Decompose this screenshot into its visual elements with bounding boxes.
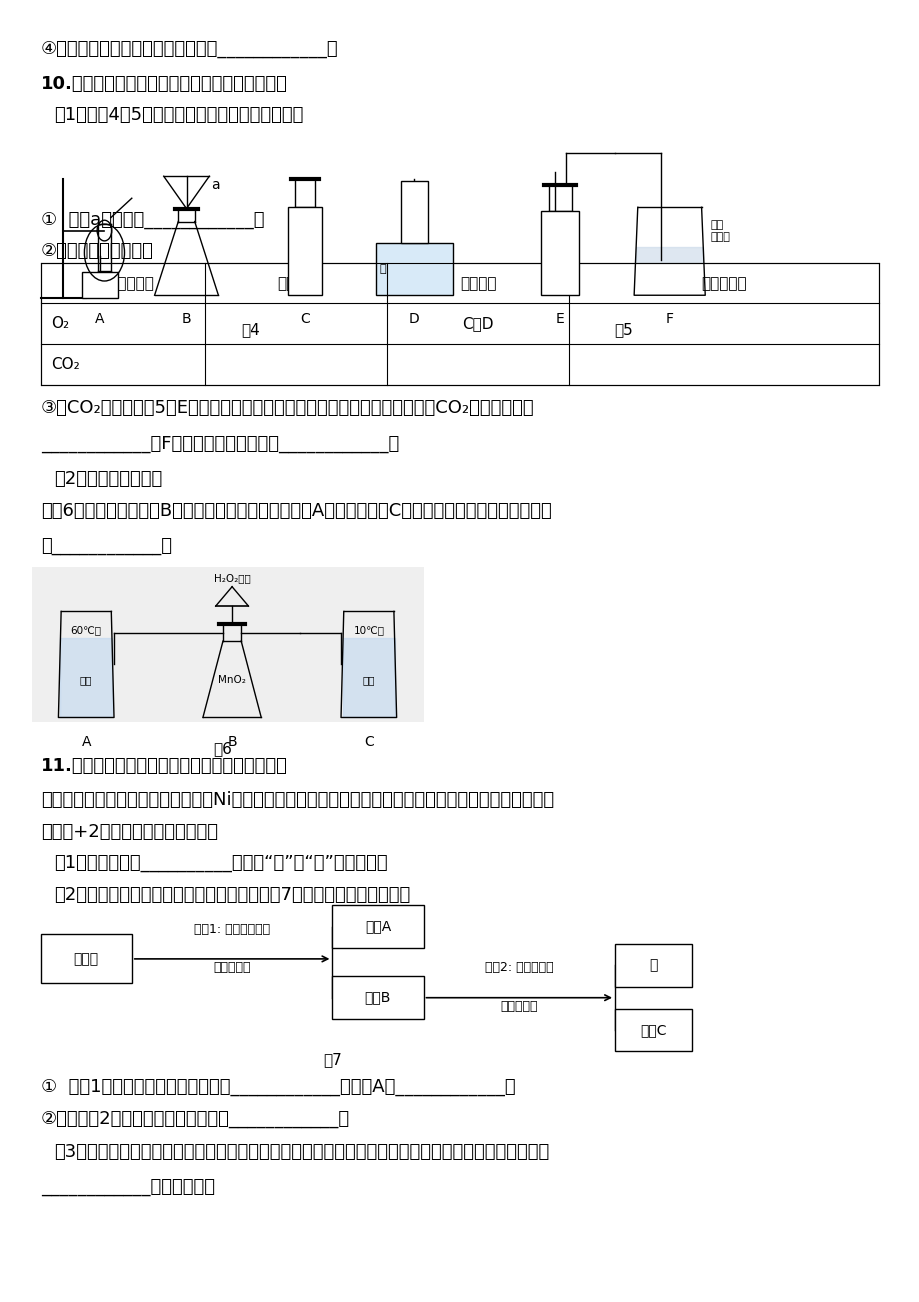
Bar <box>40 935 131 983</box>
Bar <box>332 905 423 948</box>
Text: （3）若要设计实验验证铁、镖、锥的金属活动性顺序，用下列各组物质进行实验，能达到实验目的的是: （3）若要设计实验验证铁、镖、锥的金属活动性顺序，用下列各组物质进行实验，能达到… <box>54 1143 549 1160</box>
Bar <box>82 272 118 298</box>
Text: CO₂: CO₂ <box>51 357 80 372</box>
Text: ②写出步骤2中发生反应的化学方程式____________。: ②写出步骤2中发生反应的化学方程式____________。 <box>40 1111 349 1129</box>
Polygon shape <box>60 638 112 717</box>
Text: ____________，F中反应的化学方程式为____________。: ____________，F中反应的化学方程式为____________。 <box>40 435 399 453</box>
Text: 10℃水: 10℃水 <box>353 625 384 635</box>
Text: ①  步骤1中加入过量稀盐酸的目的是____________，固体A是____________。: ① 步骤1中加入过量稀盐酸的目的是____________，固体A是______… <box>40 1078 515 1096</box>
Text: 发生装置: 发生装置 <box>278 276 313 290</box>
Text: 澄清
石灰水: 澄清 石灰水 <box>710 220 730 242</box>
Text: 实验室制取气体: 实验室制取气体 <box>91 276 154 290</box>
Text: B: B <box>181 312 191 326</box>
Text: 60℃水: 60℃水 <box>71 625 102 635</box>
Bar <box>614 944 692 987</box>
Text: D: D <box>409 312 419 326</box>
Text: （1）白铜的硬度__________（选填“大”或“小”）于纯铜。: （1）白铜的硬度__________（选填“大”或“小”）于纯铜。 <box>54 854 388 872</box>
Text: 是____________。: 是____________。 <box>40 538 172 555</box>
Text: C: C <box>300 312 310 326</box>
Text: E: E <box>555 312 564 326</box>
Text: 固体A: 固体A <box>365 919 391 934</box>
Text: 应生成+2价的可溶性镖盐和氢气。: 应生成+2价的可溶性镖盐和氢气。 <box>40 823 218 841</box>
Bar <box>332 976 423 1019</box>
Text: 镖: 镖 <box>649 958 657 973</box>
Polygon shape <box>635 247 703 296</box>
Bar <box>31 566 423 723</box>
Text: 白磷: 白磷 <box>80 676 93 685</box>
Text: ②补充完成下表内容。: ②补充完成下表内容。 <box>40 242 153 260</box>
Text: MnO₂: MnO₂ <box>218 676 245 685</box>
Text: 滤液B: 滤液B <box>364 991 391 1005</box>
Text: ③将CO₂气体通入图5的E中，燃着的蜡烛立即息灯，石灰水变浑浜。由此可知CO₂的化学性质有: ③将CO₂气体通入图5的E中，燃着的蜡烛立即息灯，石灰水变浑浜。由此可知CO₂的… <box>40 398 534 417</box>
Bar <box>40 263 879 384</box>
Text: 11.金属、金属材料的使用推动了人类社会发展。: 11.金属、金属材料的使用推动了人类社会发展。 <box>40 756 288 775</box>
Text: ____________（填序号）。: ____________（填序号）。 <box>40 1177 214 1195</box>
Text: B: B <box>227 734 236 749</box>
Text: O₂: O₂ <box>51 316 70 331</box>
Text: 图4: 图4 <box>241 323 259 337</box>
Text: 黄料：铸造錢币用的白铜是铜、镖（Ni）合金，镖是銀白色固体、金属活动性弱于铁，能与盐酸、稀硫酸反: 黄料：铸造錢币用的白铜是铜、镖（Ni）合金，镖是銀白色固体、金属活动性弱于铁，能… <box>40 790 553 809</box>
Bar <box>540 211 579 296</box>
Text: C: C <box>364 734 373 749</box>
Bar <box>401 181 427 243</box>
Text: 过滤、洗涤: 过滤、洗涤 <box>213 961 251 974</box>
Text: 步骤1: 加过量稀盐酸: 步骤1: 加过量稀盐酸 <box>194 923 270 936</box>
Polygon shape <box>343 638 394 717</box>
Text: （1）用图4、5装置进行气体的制取及性质实验。: （1）用图4、5装置进行气体的制取及性质实验。 <box>54 107 303 125</box>
Text: 滤液C: 滤液C <box>640 1023 666 1038</box>
Text: （2）为回收废弃白铜粉中的铜和镖，设计了图7所示方案，并进行实验。: （2）为回收废弃白铜粉中的铜和镖，设计了图7所示方案，并进行实验。 <box>54 887 410 905</box>
Text: A: A <box>95 312 105 326</box>
Text: H₂O₂溶液: H₂O₂溶液 <box>213 573 250 583</box>
Text: 用图6装置进行实验，向B中加入过氧化氢溶液，观察到A中白磷燃烧，C中白磷未燃烧。由此得出的结论: 用图6装置进行实验，向B中加入过氧化氢溶液，观察到A中白磷燃烧，C中白磷未燃烧。… <box>40 503 550 521</box>
Text: ①  仪器a的名称是____________。: ① 仪器a的名称是____________。 <box>40 211 264 229</box>
Bar <box>375 243 453 296</box>
Text: 白铜粉: 白铜粉 <box>74 952 98 966</box>
Text: 收集装置: 收集装置 <box>460 276 496 290</box>
Text: （2）燃烧条件探究。: （2）燃烧条件探究。 <box>54 470 163 488</box>
Text: 水: 水 <box>379 264 386 275</box>
Text: C或D: C或D <box>462 316 494 331</box>
Text: a: a <box>210 178 220 193</box>
Text: 过滤、洗涤: 过滤、洗涤 <box>500 1000 538 1013</box>
Text: F: F <box>665 312 673 326</box>
Bar <box>614 1009 692 1052</box>
Text: 化学方程式: 化学方程式 <box>701 276 746 290</box>
Text: 图6: 图6 <box>213 742 233 756</box>
Text: 图5: 图5 <box>614 323 633 337</box>
Text: 10.具备基本的化学实验技能是学好化学的保证。: 10.具备基本的化学实验技能是学好化学的保证。 <box>40 76 288 94</box>
Text: 白磷: 白磷 <box>362 676 375 685</box>
Text: ④你认为该装置及反应的实际意义是____________。: ④你认为该装置及反应的实际意义是____________。 <box>40 40 338 59</box>
Text: A: A <box>82 734 91 749</box>
Bar <box>288 207 322 296</box>
Text: 图7: 图7 <box>323 1052 341 1068</box>
Text: 步骤2: 加过量锥粉: 步骤2: 加过量锥粉 <box>484 961 553 974</box>
